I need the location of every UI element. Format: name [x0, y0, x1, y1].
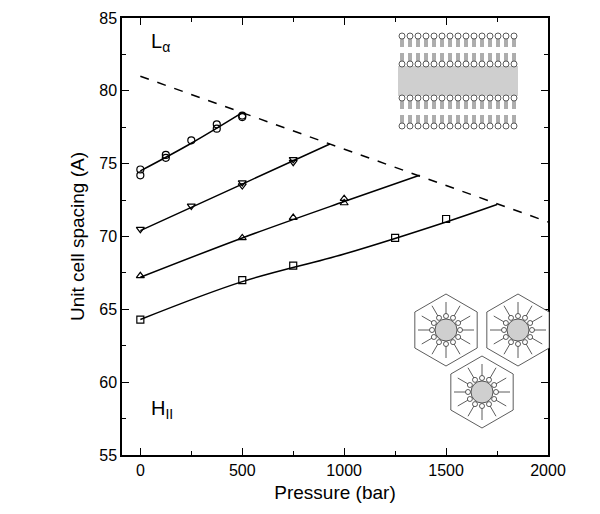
svg-text:70: 70 — [99, 228, 117, 245]
svg-text:L​α​: L​α​ — [151, 30, 170, 55]
svg-text:Unit cell spacing (A): Unit cell spacing (A) — [67, 152, 88, 321]
svg-text:500: 500 — [229, 462, 256, 479]
svg-text:60: 60 — [99, 374, 117, 391]
svg-text:85: 85 — [99, 10, 117, 27]
svg-text:55: 55 — [99, 447, 117, 464]
svg-text:1500: 1500 — [428, 462, 464, 479]
svg-text:80: 80 — [99, 82, 117, 99]
svg-text:65: 65 — [99, 301, 117, 318]
svg-text:75: 75 — [99, 155, 117, 172]
svg-text:1000: 1000 — [326, 462, 362, 479]
svg-text:2000: 2000 — [530, 462, 566, 479]
svg-text:0: 0 — [136, 462, 145, 479]
svg-text:Pressure (bar): Pressure (bar) — [274, 482, 395, 503]
svg-text:H​II​: H​II​ — [151, 397, 173, 422]
